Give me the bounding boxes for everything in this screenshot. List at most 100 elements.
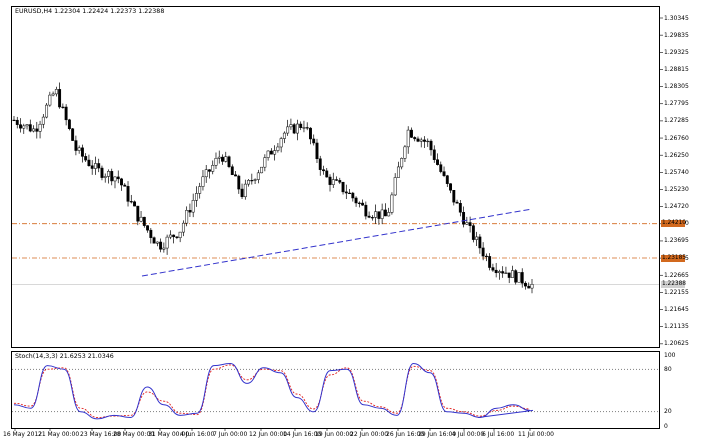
candle-body xyxy=(227,156,231,167)
candle-body xyxy=(507,272,511,278)
stoch-trendline xyxy=(477,409,534,418)
candle-body xyxy=(15,119,19,125)
candle-body xyxy=(155,241,159,244)
candle-body xyxy=(377,211,381,219)
candle-body xyxy=(279,138,283,148)
candle-body xyxy=(230,166,234,176)
time-tick-label: 26 Jun 16:00 xyxy=(386,431,425,438)
candle-body xyxy=(178,231,182,238)
candle-body xyxy=(442,171,446,176)
candle-body xyxy=(165,236,169,249)
candle-body xyxy=(361,202,365,206)
candle-body xyxy=(123,184,127,187)
price-tick-label: 1.23695 xyxy=(664,237,689,245)
candle-body xyxy=(497,271,501,274)
candle-body xyxy=(387,212,391,217)
candle-body xyxy=(48,94,52,106)
symbol-title: EURUSD,H4 1.22304 1.22424 1.22373 1.2238… xyxy=(15,8,165,15)
candle-body xyxy=(354,197,358,204)
candle-body xyxy=(390,194,394,213)
candle-body xyxy=(188,210,192,213)
candle-body xyxy=(302,127,306,129)
candle-body xyxy=(269,150,273,155)
current-price-label: 1.22388 xyxy=(661,281,686,289)
candle-body xyxy=(276,146,280,151)
candle-body xyxy=(309,127,312,140)
candle-body xyxy=(126,186,130,202)
candle-body xyxy=(364,204,368,217)
candle-body xyxy=(452,189,456,203)
candle-body xyxy=(511,270,514,278)
candle-body xyxy=(211,165,215,172)
candle-body xyxy=(71,128,75,141)
trendline xyxy=(141,208,533,277)
time-tick-label: 12 Jun 00:00 xyxy=(249,431,288,438)
time-tick-label: 31 May 00:00 xyxy=(148,431,190,438)
candle-body xyxy=(263,157,267,168)
candle-body xyxy=(504,272,508,274)
candle-body xyxy=(198,186,202,194)
candle-body xyxy=(292,124,296,134)
stoch-tick-label: 100 xyxy=(664,351,676,359)
price-tick-label: 1.28305 xyxy=(664,83,689,91)
candle-body xyxy=(410,129,413,138)
time-tick-label: 23 May 16:00 xyxy=(80,431,122,438)
candle-body xyxy=(120,178,123,186)
candle-body xyxy=(416,138,420,142)
candle-body xyxy=(299,123,303,128)
candle-body xyxy=(129,201,133,203)
candle-body xyxy=(484,255,488,258)
candle-body xyxy=(41,116,45,125)
candle-body xyxy=(357,202,361,204)
level-middle-label: 1.23185 xyxy=(661,254,686,262)
price-tick-label: 1.22665 xyxy=(664,271,689,279)
price-tick-label: 1.24720 xyxy=(664,203,689,211)
candle-body xyxy=(234,174,237,177)
level-upper-label: 1.24210 xyxy=(661,220,686,228)
time-tick-label: 14 Jun 16:00 xyxy=(283,431,322,438)
candle-body xyxy=(273,150,277,155)
candle-body xyxy=(282,132,286,139)
candle-body xyxy=(224,156,228,162)
candle-body xyxy=(341,181,345,193)
candle-body xyxy=(28,124,32,132)
time-tick-label: 22 Jun 00:00 xyxy=(350,431,389,438)
stoch-signal-line xyxy=(13,364,531,418)
candle-body xyxy=(403,146,407,159)
candle-body xyxy=(423,139,426,142)
price-tick-label: 1.21645 xyxy=(664,306,689,314)
candle-body xyxy=(260,166,264,174)
candle-body xyxy=(396,166,400,178)
candle-body xyxy=(370,217,374,219)
candle-body xyxy=(328,176,332,185)
candle-body xyxy=(32,128,35,132)
candle-body xyxy=(256,172,260,180)
candle-body xyxy=(247,180,251,185)
candle-body xyxy=(38,123,42,132)
candle-body xyxy=(367,215,371,218)
stoch-tick-label: 80 xyxy=(664,365,672,373)
price-tick-label: 1.25740 xyxy=(664,168,689,176)
candle-body xyxy=(243,183,247,198)
candle-body xyxy=(162,247,166,250)
candle-body xyxy=(253,179,257,181)
candle-body xyxy=(54,89,58,95)
candle-body xyxy=(481,247,485,257)
time-tick-label: 6 Jul 16:00 xyxy=(482,431,515,438)
candle-body xyxy=(426,140,430,143)
candle-body xyxy=(77,147,81,151)
price-tick-label: 1.26760 xyxy=(664,134,689,142)
candle-body xyxy=(335,179,338,181)
candle-body xyxy=(51,93,55,96)
candle-body xyxy=(22,125,26,129)
candle-body xyxy=(181,222,185,233)
candle-body xyxy=(97,163,101,169)
candle-body xyxy=(266,150,270,158)
candle-body xyxy=(74,140,78,151)
time-tick-label: 4 Jun 16:00 xyxy=(180,431,215,438)
time-tick-label: 28 May 00:00 xyxy=(113,431,155,438)
candle-body xyxy=(217,156,221,159)
candle-body xyxy=(289,124,293,128)
